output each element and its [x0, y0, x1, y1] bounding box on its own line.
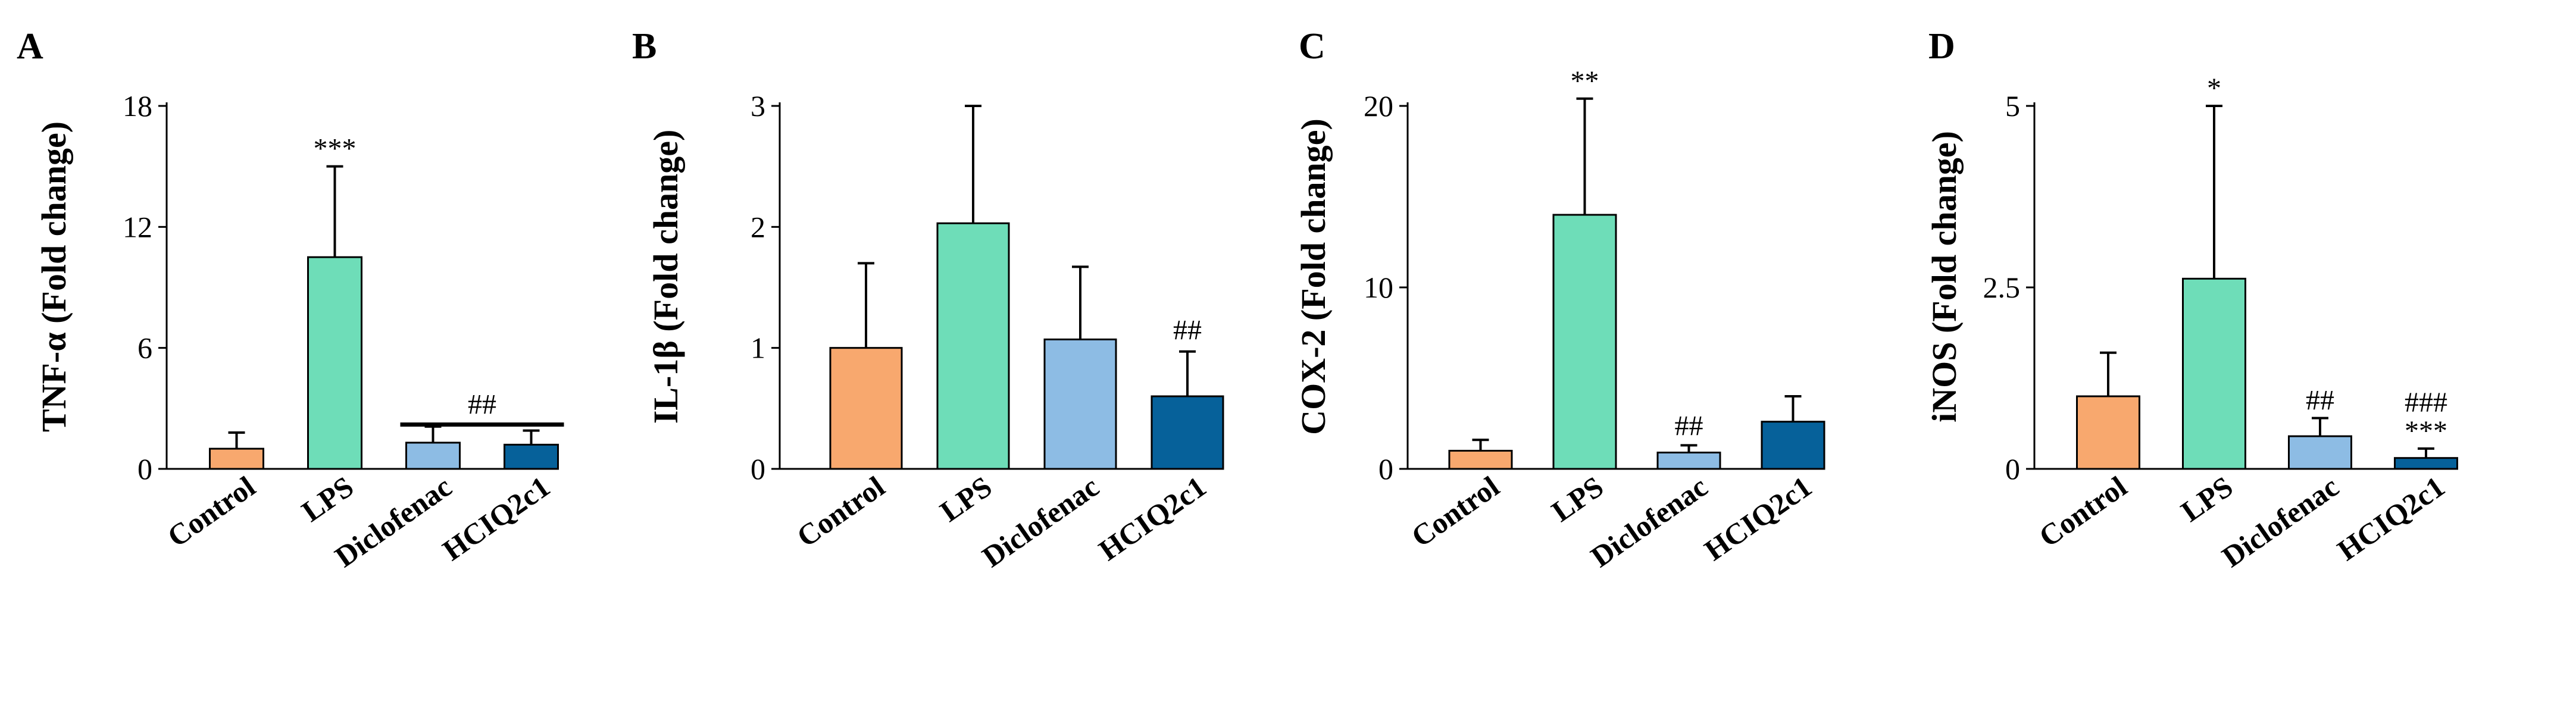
panel-c-category-label: Control — [1405, 469, 1505, 553]
panel-c-ytick-label: 20 — [1364, 89, 1393, 123]
panel-b-ytick-label: 2 — [751, 210, 765, 243]
panel-a-bar-control — [209, 447, 264, 470]
panel-a-ytick-label: 12 — [123, 210, 152, 243]
panel-a-category-label: HCIQ2c1 — [436, 469, 555, 567]
panel-c-ytick-label: 0 — [1378, 452, 1393, 486]
panel-b-category-label: HCIQ2c1 — [1093, 469, 1212, 567]
panel-b-category-label: Diclofenac — [976, 469, 1105, 574]
panel-c-bar-lps — [1552, 214, 1617, 470]
panel-b-category-label: LPS — [934, 469, 998, 528]
panel-a-significance-mark: ## — [468, 389, 496, 420]
panel-a-ytick-label: 0 — [137, 452, 152, 486]
panel-c-significance-mark: ** — [1571, 65, 1599, 97]
panel-c-bar-diclofenac — [1656, 452, 1721, 470]
panel-a-bar-diclofenac — [405, 442, 461, 470]
panel-d-bar-diclofenac — [2288, 435, 2352, 470]
panel-b-bar-diclofenac — [1043, 338, 1117, 470]
panel-a-bar-lps — [307, 256, 362, 470]
panel-a-ylabel: TNF-α (Fold change) — [35, 121, 73, 432]
panel-b: B IL-1β (Fold change) 0 1 2 3 Control LPSDicl… — [632, 26, 1224, 574]
panel-b-bar-control — [829, 347, 903, 470]
panel-b-ytick-label: 3 — [751, 89, 765, 123]
panel-c-category-label: Diclofenac — [1584, 469, 1713, 574]
panel-d-ytick-label: 0 — [2005, 452, 2020, 486]
panel-b-category-label: Control — [790, 469, 890, 553]
panel-b-bar-lps — [936, 222, 1010, 470]
panel-b-letter: B — [632, 26, 656, 67]
panel-d-category-label: HCIQ2c1 — [2331, 469, 2450, 567]
panel-d-significance-mark: * — [2207, 73, 2221, 104]
panel-d-bar-hciq2c1 — [2394, 457, 2458, 470]
panel-a-ytick-label: 18 — [123, 89, 152, 123]
panel-b-significance-mark: ## — [1173, 315, 1202, 346]
panel-b-bar-hciq2c1 — [1151, 395, 1224, 470]
panel-d-letter: D — [1928, 26, 1955, 67]
panel-a-significance-mark: *** — [314, 133, 357, 165]
panel-c-category-label: HCIQ2c1 — [1698, 469, 1817, 567]
panel-b-ytick-label: 0 — [751, 452, 765, 486]
panel-d-category-label: Diclofenac — [2216, 469, 2344, 574]
panel-a-bar-hciq2c1 — [504, 443, 559, 470]
panel-d-category-label: Control — [2033, 469, 2133, 553]
panel-a-category-label: LPS — [296, 469, 359, 528]
panel-d-significance-mark: ### — [2405, 387, 2447, 418]
panel-d-bar-control — [2076, 395, 2140, 470]
panel-b-ytick-label: 1 — [751, 331, 765, 365]
panel-c: C COX-2 (Fold change) 0 10 20 Control LPSDic… — [1294, 26, 1825, 574]
panel-c-significance-mark: ## — [1675, 410, 1703, 442]
panel-c-ytick-label: 10 — [1364, 271, 1393, 304]
panel-d-significance-mark: ## — [2306, 385, 2334, 417]
panel-d-ytick-label: 2.5 — [1983, 271, 2021, 304]
panel-c-letter: C — [1299, 26, 1325, 67]
panel-c-bar-hciq2c1 — [1761, 421, 1825, 470]
panel-c-bar-control — [1448, 450, 1513, 470]
panel-a-letter: A — [17, 26, 43, 67]
panel-c-category-label: LPS — [1546, 469, 1609, 528]
panel-d-significance-mark: *** — [2405, 415, 2447, 447]
panel-d-bar-lps — [2182, 277, 2246, 470]
panel-c-ylabel: COX-2 (Fold change) — [1294, 118, 1333, 435]
panel-a-category-label: Control — [161, 469, 261, 553]
panel-a-ytick-label: 6 — [137, 331, 152, 365]
panel-d-category-label: LPS — [2175, 469, 2239, 528]
panel-d: D iNOS (Fold change) 0 2.5 5 Control LPSDicl… — [1925, 26, 2458, 574]
panel-d-ylabel: iNOS (Fold change) — [1925, 131, 1964, 422]
panel-d-ytick-label: 5 — [2005, 89, 2020, 123]
panel-b-ylabel: IL-1β (Fold change) — [646, 130, 685, 424]
